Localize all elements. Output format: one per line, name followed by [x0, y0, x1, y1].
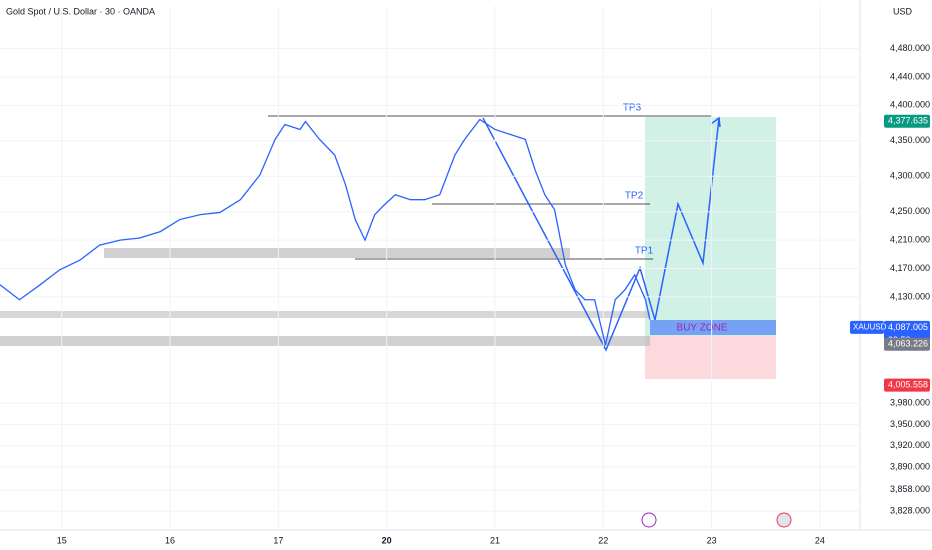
arrow-head — [710, 116, 721, 128]
x-tick-label: 17 — [273, 535, 283, 545]
support-zone — [0, 311, 650, 318]
annotation: TP2 — [625, 191, 644, 202]
x-tick-label: 22 — [598, 535, 608, 545]
annotation: TP3 — [623, 103, 642, 114]
annotation: BUY ZONE — [677, 323, 728, 334]
y-tick-label: 4,440.000 — [890, 71, 930, 81]
y-tick-label: 4,250.000 — [890, 206, 930, 216]
symbol-label: XAUUSD — [853, 322, 887, 331]
symbol-tag — [850, 320, 884, 334]
price-tag-label: 4,005.558 — [888, 380, 928, 390]
price-tag — [884, 378, 930, 392]
y-tick-label: 3,980.000 — [890, 398, 930, 408]
y-tick-label: 3,920.000 — [890, 440, 930, 450]
annotation: TP1 — [635, 246, 654, 257]
y-tick-label: 4,210.000 — [890, 234, 930, 244]
chart-title: Gold Spot / U.S. Dollar · 30 · OANDA — [6, 6, 155, 16]
x-tick-label: 21 — [490, 535, 500, 545]
price-line — [0, 118, 651, 346]
support-zone — [0, 336, 650, 346]
price-tag-label: 4,377.635 — [888, 116, 928, 126]
y-tick-label: 4,130.000 — [890, 291, 930, 301]
currency-label: USD — [893, 6, 913, 16]
event-icon — [641, 512, 657, 528]
y-tick-label: 4,300.000 — [890, 171, 930, 181]
y-tick-label: 3,890.000 — [890, 462, 930, 472]
price-tag — [884, 337, 930, 351]
y-tick-label: 4,480.000 — [890, 43, 930, 53]
price-tag — [884, 114, 930, 128]
price-tag-label: 4,063.226 — [888, 339, 928, 349]
y-tick-label: 4,400.000 — [890, 100, 930, 110]
x-tick-label: 16 — [165, 535, 175, 545]
x-tick-label: 23 — [707, 535, 717, 545]
y-tick-label: 3,858.000 — [890, 484, 930, 494]
y-tick-label: 3,950.000 — [890, 419, 930, 429]
buy-zone — [650, 320, 776, 335]
y-tick-label: 4,170.000 — [890, 263, 930, 273]
price-tag-label: 4,087.005 — [888, 322, 928, 332]
y-tick-label: 4,350.000 — [890, 135, 930, 145]
event-icon — [776, 512, 792, 528]
x-tick-label: 20 — [382, 535, 392, 545]
y-tick-label: 3,828.000 — [890, 506, 930, 516]
x-tick-label: 15 — [57, 535, 67, 545]
loss-zone — [645, 336, 776, 379]
projection-path — [482, 117, 720, 352]
support-zone — [104, 248, 570, 258]
profit-zone — [645, 117, 776, 336]
x-tick-label: 24 — [815, 535, 825, 545]
